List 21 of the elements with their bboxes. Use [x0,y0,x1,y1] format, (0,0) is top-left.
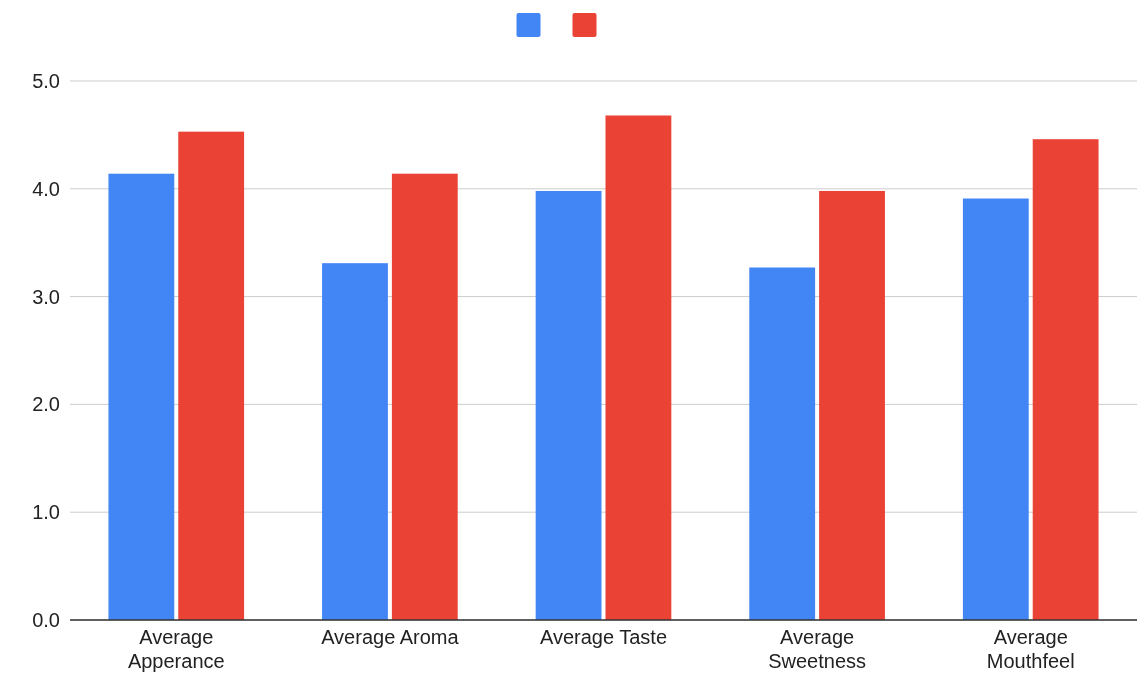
bar [962,198,1029,620]
y-tick-label: 0.0 [32,609,60,631]
y-tick-label: 2.0 [32,393,60,416]
x-tick-label: Average Mouthfeel [986,626,1075,672]
x-tick-label: Average Aroma [321,626,460,648]
bar [535,190,602,620]
bar [749,267,816,620]
x-tick-label: Average Apperance [127,626,225,672]
bar [178,131,245,620]
x-tick-label: Average Taste [539,626,668,648]
bar [322,263,388,620]
bar [391,173,458,620]
bar [605,115,672,620]
x-tick-label: Average Sweetness [768,626,867,672]
bar [1032,139,1099,620]
y-tick-label: 4.0 [32,177,60,200]
y-tick-label: 3.0 [32,285,60,308]
bar [108,173,175,620]
bar [819,190,885,620]
y-tick-label: 5.0 [32,70,60,92]
y-tick-label: 1.0 [32,501,60,524]
